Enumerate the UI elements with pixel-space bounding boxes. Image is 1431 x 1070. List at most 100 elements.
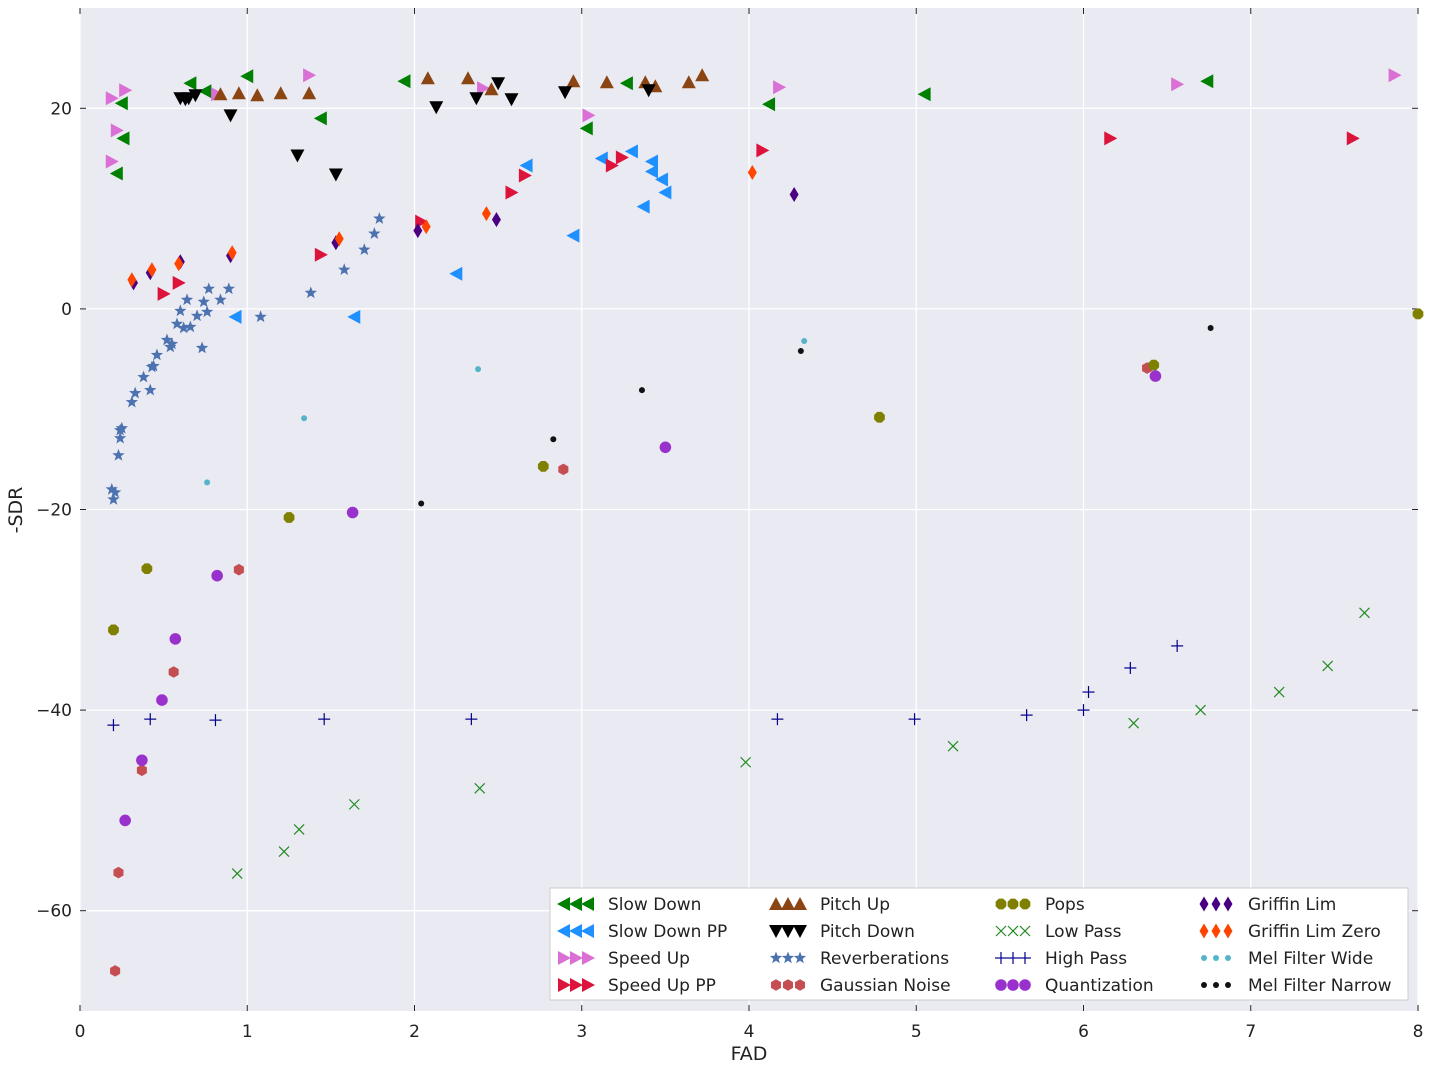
- data-point: [1128, 717, 1140, 729]
- data-point: [695, 68, 710, 82]
- series-4: [213, 68, 710, 102]
- y-tick-label: −60: [36, 902, 72, 922]
- legend-entry: Mel Filter Narrow: [1201, 976, 1392, 996]
- data-point: [227, 245, 237, 261]
- data-point: [566, 74, 581, 88]
- data-point: [110, 965, 121, 977]
- data-point: [202, 282, 215, 295]
- data-point: [797, 348, 804, 355]
- data-point: [789, 187, 799, 203]
- data-point: [874, 411, 885, 423]
- x-tick-label: 6: [1078, 1022, 1089, 1042]
- legend-marker: [581, 924, 594, 938]
- legend-marker: [1007, 952, 1019, 964]
- data-point: [658, 185, 672, 200]
- data-point: [481, 206, 491, 222]
- series-7: [110, 362, 1153, 977]
- x-axis-label: FAD: [731, 1043, 768, 1065]
- data-point: [169, 633, 182, 645]
- data-point: [582, 108, 596, 123]
- legend-marker: [793, 897, 807, 910]
- data-point: [1082, 686, 1095, 699]
- legend-marker: [1213, 982, 1219, 988]
- data-point: [200, 305, 214, 318]
- data-point: [108, 624, 119, 636]
- legend-label: Gaussian Noise: [820, 976, 951, 996]
- legend-marker: [770, 979, 782, 991]
- legend-marker: [995, 925, 1007, 937]
- data-point: [638, 387, 645, 394]
- data-point: [908, 713, 921, 726]
- series-15: [418, 324, 1214, 507]
- data-point: [211, 569, 223, 582]
- legend-label: Speed Up: [608, 949, 690, 969]
- x-tick-label: 8: [1413, 1022, 1424, 1042]
- legend-marker: [995, 898, 1007, 910]
- legend-marker: [781, 951, 795, 964]
- data-point: [1412, 308, 1424, 320]
- data-point: [150, 348, 164, 361]
- legend-marker: [1007, 925, 1019, 937]
- legend-marker: [1007, 898, 1019, 910]
- legend-marker: [1223, 923, 1233, 939]
- legend-marker: [995, 979, 1007, 991]
- legend-label: Slow Down PP: [608, 922, 727, 942]
- data-point: [137, 370, 150, 383]
- legend-marker: [1019, 925, 1031, 937]
- data-point: [747, 164, 757, 180]
- data-point: [420, 71, 435, 85]
- data-point: [250, 88, 265, 102]
- data-point: [917, 87, 931, 102]
- data-point: [1077, 704, 1090, 717]
- legend-marker: [769, 897, 783, 910]
- data-point: [278, 846, 290, 857]
- data-point: [645, 154, 658, 169]
- legend-entry: Quantization: [995, 976, 1154, 996]
- series-11: [119, 370, 1162, 827]
- x-tick-label: 7: [1245, 1022, 1256, 1042]
- data-point: [418, 500, 425, 507]
- legend-marker: [581, 897, 594, 911]
- data-point: [773, 80, 787, 95]
- data-point: [108, 485, 122, 498]
- legend-marker: [1223, 896, 1233, 912]
- data-point: [347, 309, 361, 324]
- legend-entry: Speed Up PP: [558, 976, 716, 996]
- legend-entry: Griffin Lim: [1199, 895, 1336, 915]
- legend-label: Griffin Lim Zero: [1248, 922, 1381, 942]
- legend-marker: [782, 979, 794, 991]
- legend-marker: [769, 925, 783, 938]
- legend-marker: [793, 925, 807, 938]
- data-point: [518, 168, 532, 183]
- x-tick-label: 1: [242, 1022, 253, 1042]
- data-point: [1149, 370, 1162, 382]
- legend-marker: [557, 924, 570, 938]
- x-tick-label: 5: [911, 1022, 922, 1042]
- data-point: [119, 83, 133, 98]
- x-tick-label: 2: [409, 1022, 420, 1042]
- data-point: [474, 782, 486, 794]
- data-point: [1148, 359, 1160, 371]
- legend-label: Low Pass: [1045, 922, 1122, 942]
- data-point: [505, 185, 519, 200]
- data-point: [599, 75, 614, 89]
- data-point: [213, 87, 228, 101]
- legend-entry: Slow Down PP: [557, 922, 727, 942]
- data-point: [254, 310, 267, 323]
- data-point: [172, 275, 186, 290]
- legend-marker: [781, 897, 795, 910]
- x-tick-label: 0: [75, 1022, 86, 1042]
- data-point: [228, 309, 242, 324]
- series-14: [204, 338, 808, 486]
- legend-label: Griffin Lim: [1248, 895, 1336, 915]
- data-point: [105, 154, 119, 169]
- legend-entry: Gaussian Noise: [770, 976, 951, 996]
- data-point: [1195, 704, 1207, 716]
- legend-marker: [1225, 982, 1231, 988]
- data-point: [231, 86, 246, 100]
- legend-entry: Pops: [995, 895, 1085, 915]
- data-point: [619, 76, 633, 91]
- data-point: [659, 441, 672, 454]
- data-point: [204, 479, 211, 486]
- data-point: [197, 295, 210, 308]
